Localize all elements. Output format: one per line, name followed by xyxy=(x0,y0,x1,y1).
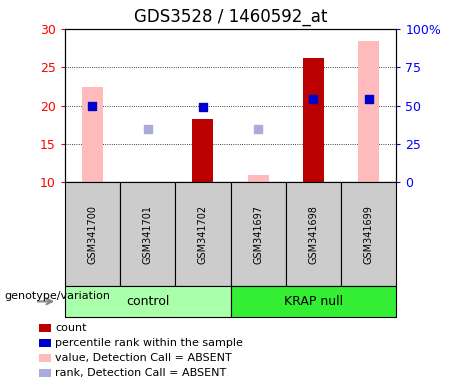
Text: GSM341701: GSM341701 xyxy=(142,205,153,264)
Bar xyxy=(192,119,213,182)
Point xyxy=(365,96,372,103)
Text: GSM341702: GSM341702 xyxy=(198,205,208,264)
Text: GSM341698: GSM341698 xyxy=(308,205,319,264)
Text: genotype/variation: genotype/variation xyxy=(5,291,111,301)
Text: count: count xyxy=(55,323,87,333)
Bar xyxy=(358,41,379,182)
Title: GDS3528 / 1460592_at: GDS3528 / 1460592_at xyxy=(134,8,327,26)
Bar xyxy=(248,175,269,182)
Point xyxy=(254,126,262,132)
Text: percentile rank within the sample: percentile rank within the sample xyxy=(55,338,243,348)
Text: GSM341699: GSM341699 xyxy=(364,205,374,264)
Point xyxy=(89,103,96,109)
Text: GSM341700: GSM341700 xyxy=(87,205,97,264)
Text: GSM341697: GSM341697 xyxy=(253,205,263,264)
Bar xyxy=(82,87,103,182)
Text: KRAP null: KRAP null xyxy=(284,295,343,308)
Point xyxy=(199,104,207,110)
Text: control: control xyxy=(126,295,169,308)
Point xyxy=(310,96,317,103)
Text: rank, Detection Call = ABSENT: rank, Detection Call = ABSENT xyxy=(55,368,226,378)
Text: value, Detection Call = ABSENT: value, Detection Call = ABSENT xyxy=(55,353,232,363)
Point xyxy=(144,126,151,132)
Bar xyxy=(303,58,324,182)
